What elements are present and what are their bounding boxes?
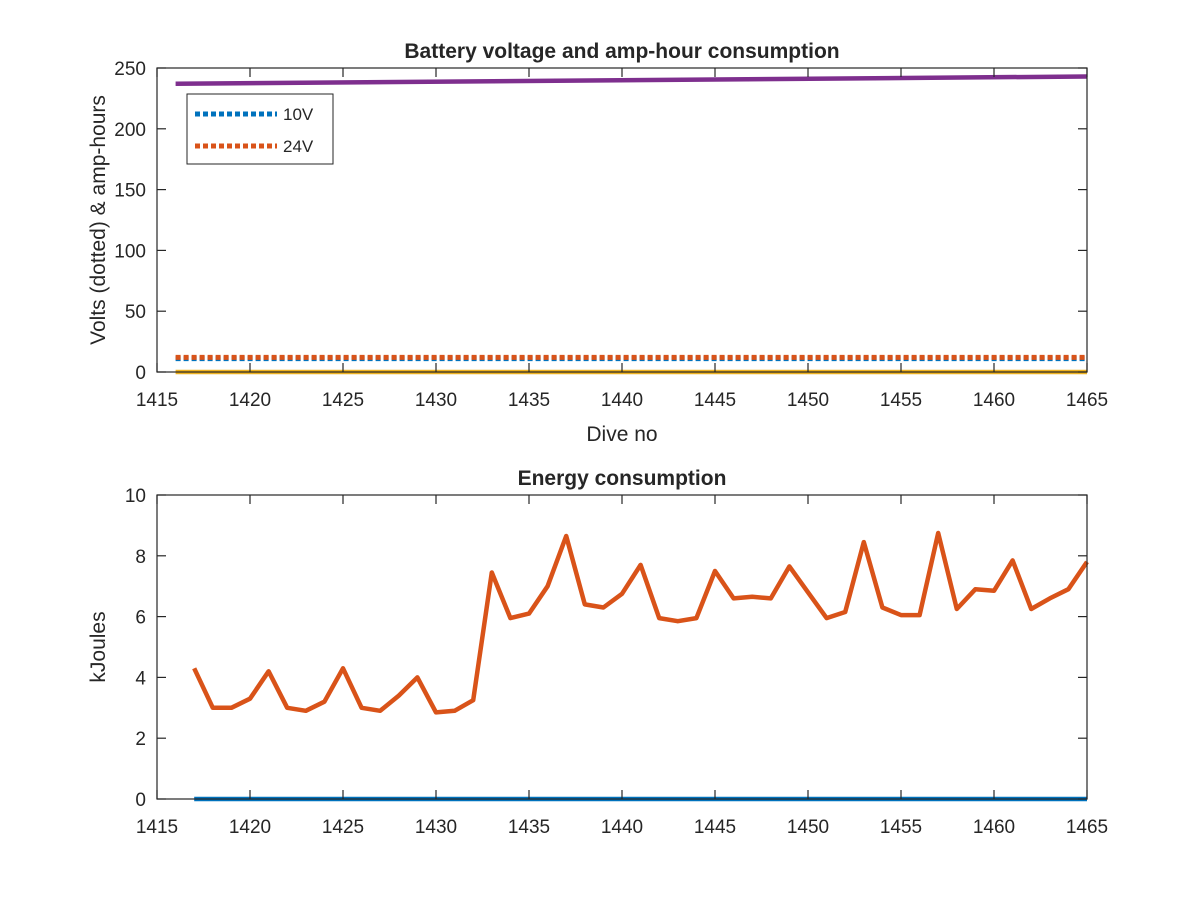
x-tick-label: 1460 xyxy=(973,390,1015,411)
chart-title: Battery voltage and amp-hour consumption xyxy=(404,40,839,63)
x-tick-label: 1465 xyxy=(1066,390,1108,411)
x-tick-label: 1455 xyxy=(880,817,922,838)
legend-label-10v: 10V xyxy=(283,105,314,124)
x-tick-label: 1425 xyxy=(322,817,364,838)
y-tick-label: 0 xyxy=(135,363,146,384)
chart-battery-voltage: 1415 1420 1425 1430 1435 1440 1445 1450 1455 1460… xyxy=(87,40,1108,446)
y-axis-label: kJoules xyxy=(87,611,110,682)
x-tick-label: 1435 xyxy=(508,390,550,411)
plot-area xyxy=(157,495,1087,799)
x-tick-label: 1430 xyxy=(415,817,457,838)
y-tick-label: 200 xyxy=(114,120,146,141)
x-tick-label: 1445 xyxy=(694,817,736,838)
x-tick-label: 1460 xyxy=(973,817,1015,838)
x-tick-label: 1435 xyxy=(508,817,550,838)
legend: 10V 24V xyxy=(186,93,334,165)
x-tick-label: 1450 xyxy=(787,817,829,838)
y-tick-label: 50 xyxy=(125,302,146,323)
x-tick-label: 1430 xyxy=(415,390,457,411)
x-tick-label: 1440 xyxy=(601,817,643,838)
y-axis-label: Volts (dotted) & amp-hours xyxy=(87,95,110,345)
y-tick-label: 100 xyxy=(114,241,146,262)
series-line-3 xyxy=(175,74,1088,87)
x-tick-label: 1415 xyxy=(136,390,178,411)
y-tick-label: 2 xyxy=(135,729,146,750)
y-tick-label: 4 xyxy=(135,668,146,689)
y-tick-label: 250 xyxy=(114,59,146,80)
chart-energy-consumption: 1415 1420 1425 1430 1435 1440 1445 1450 1455 1460… xyxy=(87,467,1108,838)
y-tick-label: 10 xyxy=(125,486,146,507)
x-tick-label: 1465 xyxy=(1066,817,1108,838)
y-tick-label: 8 xyxy=(135,547,146,568)
x-tick-label: 1425 xyxy=(322,390,364,411)
y-tick-label: 0 xyxy=(135,790,146,811)
y-tick-label: 6 xyxy=(135,608,146,629)
x-tick-label: 1450 xyxy=(787,390,829,411)
x-tick-label: 1455 xyxy=(880,390,922,411)
legend-box xyxy=(186,93,334,165)
chart-title: Energy consumption xyxy=(518,467,727,490)
x-tick-label: 1445 xyxy=(694,390,736,411)
x-tick-label: 1420 xyxy=(229,390,271,411)
legend-label-24v: 24V xyxy=(283,137,314,156)
x-axis-label: Dive no xyxy=(586,423,657,446)
x-tick-label: 1440 xyxy=(601,390,643,411)
y-tick-label: 150 xyxy=(114,181,146,202)
x-tick-label: 1415 xyxy=(136,817,178,838)
x-tick-label: 1420 xyxy=(229,817,271,838)
